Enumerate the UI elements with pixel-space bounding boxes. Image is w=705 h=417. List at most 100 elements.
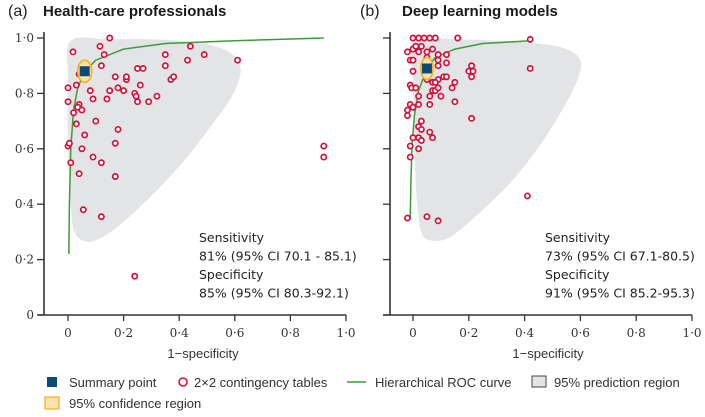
y-tick-label: 0·2	[15, 253, 34, 267]
contingency-point	[415, 92, 423, 100]
summary-point	[79, 66, 90, 77]
legend-points-swatch	[178, 377, 188, 387]
legend-confidence-swatch	[44, 396, 60, 410]
contingency-point	[468, 73, 476, 81]
contingency-point	[114, 84, 122, 92]
x-axis-label: 1−specificity	[512, 346, 584, 361]
contingency-point	[443, 73, 450, 81]
contingency-point	[186, 42, 194, 50]
contingency-point	[132, 92, 140, 100]
contingency-point	[89, 95, 97, 103]
contingency-point	[426, 128, 434, 136]
x-tick-label: 0·2	[459, 326, 478, 340]
legend-prediction-swatch	[531, 375, 547, 388]
contingency-point	[434, 84, 442, 92]
panel-title: Health-care professionals	[43, 3, 226, 20]
x-tick-label: 0·2	[114, 326, 133, 340]
stat-heading: Sensitivity	[545, 230, 611, 245]
y-tick-label: 1·0	[15, 31, 34, 45]
contingency-point	[451, 98, 459, 106]
contingency-point	[468, 62, 476, 70]
contingency-point	[114, 125, 122, 133]
contingency-point	[434, 62, 442, 70]
panel-b: 0 0·2 0·4 0·6 0·8 1·0 1−specificity (b) Deep lea…	[360, 3, 702, 361]
contingency-point	[443, 59, 450, 67]
x-tick-label: 0	[64, 326, 72, 340]
contingency-point	[454, 34, 462, 42]
contingency-point	[417, 125, 425, 133]
contingency-point	[134, 65, 141, 72]
contingency-point	[415, 48, 423, 56]
contingency-point	[111, 173, 119, 180]
contingency-point	[103, 95, 111, 103]
legend-summary-label: Summary point	[69, 375, 157, 390]
contingency-point	[92, 117, 100, 125]
contingency-point	[403, 112, 411, 120]
contingency-point	[320, 142, 328, 150]
stat-value: 73% (95% CI 67.1-80.5)	[545, 249, 695, 264]
contingency-point	[72, 120, 80, 128]
x-tick-label: 0·8	[281, 326, 300, 340]
contingency-point	[153, 92, 161, 100]
contingency-point	[429, 45, 436, 53]
contingency-point	[86, 87, 94, 95]
contingency-point	[79, 206, 87, 214]
contingency-point	[417, 137, 425, 144]
panel-a: 0 0 0·2 0·2 0·4 0·4 0·6 0·6 0·8 0·8 1·0 1·0 1−specif…	[8, 3, 357, 361]
contingency-point	[145, 98, 153, 106]
contingency-point	[200, 51, 208, 59]
contingency-point	[97, 159, 105, 167]
contingency-point	[78, 145, 86, 153]
contingency-point	[320, 153, 328, 161]
contingency-point	[78, 106, 86, 114]
contingency-point	[426, 34, 434, 42]
stat-value: 85% (95% CI 80.3-92.1)	[199, 286, 349, 301]
legend-points-label: 2×2 contingency tables	[194, 375, 328, 390]
contingency-point	[431, 34, 439, 42]
contingency-point	[412, 84, 420, 92]
legend-summary-swatch	[47, 377, 57, 387]
contingency-point	[415, 145, 423, 153]
contingency-point	[434, 51, 442, 59]
contingency-point	[403, 214, 411, 222]
contingency-point	[523, 192, 531, 200]
contingency-point	[69, 48, 77, 56]
contingency-point	[64, 84, 72, 92]
contingency-point	[161, 62, 169, 70]
contingency-point	[415, 101, 423, 108]
x-tick-label: 0·6	[225, 326, 244, 340]
contingency-point	[65, 139, 73, 147]
stat-heading: Specificity	[545, 267, 610, 282]
prediction-region	[66, 37, 241, 242]
contingency-point	[431, 78, 439, 86]
x-tick-label: 0	[409, 326, 417, 340]
contingency-point	[96, 42, 104, 50]
contingency-point	[403, 48, 411, 56]
contingency-point	[443, 51, 450, 59]
contingency-point	[417, 117, 425, 125]
contingency-point	[131, 272, 139, 280]
stat-value: 91% (95% CI 85.2-95.3)	[545, 286, 695, 301]
contingency-point	[97, 62, 105, 70]
stat-heading: Sensitivity	[199, 230, 265, 245]
contingency-point	[409, 103, 417, 111]
contingency-point	[120, 87, 128, 95]
contingency-point	[72, 81, 80, 89]
contingency-point	[469, 67, 477, 75]
contingency-point	[170, 73, 178, 81]
contingency-point	[70, 109, 78, 117]
x-axis-label: 1−specificity	[167, 346, 239, 361]
contingency-point	[406, 142, 414, 150]
contingency-point	[139, 65, 147, 72]
x-tick-label: 0·6	[571, 326, 590, 340]
stat-heading: Specificity	[199, 267, 264, 282]
contingency-point	[75, 170, 83, 178]
contingency-point	[409, 56, 417, 64]
contingency-point	[526, 65, 534, 72]
contingency-point	[423, 48, 431, 56]
y-tick-label: 0·8	[15, 86, 34, 100]
contingency-point	[106, 34, 114, 42]
contingency-point	[234, 56, 242, 64]
x-tick-label: 1·0	[336, 326, 355, 340]
